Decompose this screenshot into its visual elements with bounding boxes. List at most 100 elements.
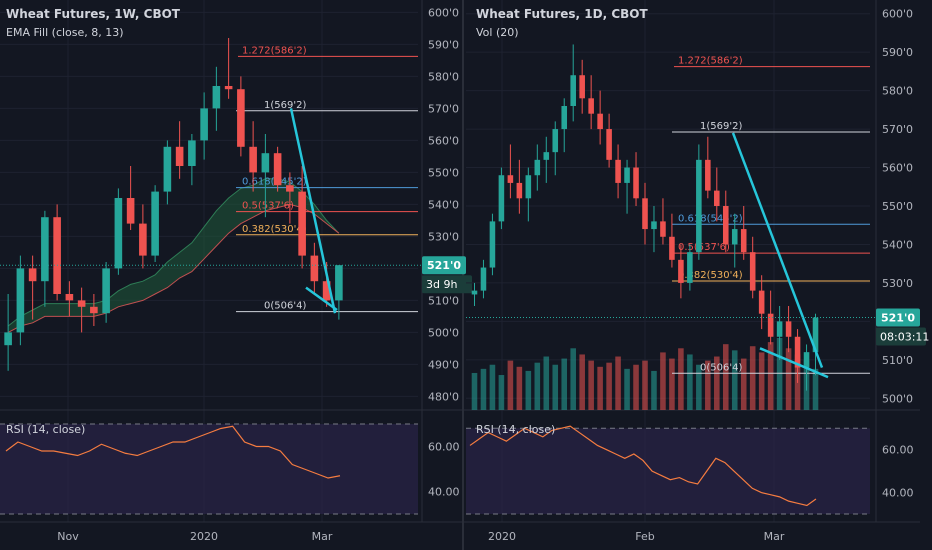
left-price-tick: 500'0 bbox=[428, 326, 459, 339]
right-candle-body bbox=[561, 106, 568, 130]
right-indicator-label: Vol (20) bbox=[476, 26, 519, 39]
left-ema-slow-line bbox=[7, 203, 340, 333]
right-volume-bar bbox=[740, 358, 747, 410]
left-indicator-label: EMA Fill (close, 8, 13) bbox=[6, 26, 124, 39]
left-price-tick: 590'0 bbox=[428, 38, 459, 51]
left-candle-body bbox=[102, 268, 110, 314]
right-candle-body bbox=[543, 152, 550, 160]
right-volume-bar bbox=[714, 356, 720, 410]
left-trendline bbox=[305, 286, 338, 312]
left-candle-body bbox=[224, 86, 233, 90]
left-candle-body bbox=[126, 198, 135, 224]
left-price-tick: 480'0 bbox=[428, 390, 459, 403]
right-candle-body bbox=[794, 336, 801, 368]
left-candle-body bbox=[139, 223, 147, 256]
right-volume-bar bbox=[498, 375, 505, 410]
right-price-tick: 590'0 bbox=[882, 46, 913, 59]
left-price-tick: 570'0 bbox=[428, 102, 459, 115]
left-candle-body bbox=[65, 294, 74, 301]
right-candle-body bbox=[633, 167, 639, 199]
right-rsi-tick: 40.00 bbox=[882, 487, 914, 500]
right-volume-bar bbox=[489, 364, 496, 410]
left-candle-body bbox=[322, 281, 331, 301]
left-fib-label: 0.5(537'6) bbox=[242, 201, 294, 212]
right-volume-bar bbox=[561, 358, 568, 410]
right-volume-bar bbox=[767, 342, 774, 410]
right-rsi-label: RSI (14, close) bbox=[476, 423, 556, 436]
right-rsi-tick: 60.00 bbox=[882, 444, 914, 457]
right-volume-bar bbox=[731, 350, 738, 410]
left-fib-label: 0(506'4) bbox=[264, 301, 306, 312]
right-price-tick: 540'0 bbox=[882, 238, 913, 251]
left-price-tick: 490'0 bbox=[428, 358, 459, 371]
left-price-tick: 580'0 bbox=[428, 70, 459, 83]
left-price-tick: 600'0 bbox=[428, 6, 459, 19]
left-price-tick: 550'0 bbox=[428, 166, 459, 179]
left-price-tag: 521'0 bbox=[427, 259, 461, 272]
right-volume-bar bbox=[588, 360, 594, 410]
left-rsi-band bbox=[0, 424, 418, 514]
left-candle-body bbox=[286, 185, 294, 192]
right-candle-body bbox=[696, 159, 702, 253]
left-candle-body bbox=[53, 217, 61, 294]
right-time-tick: Feb bbox=[635, 530, 654, 543]
right-fib-label: 0.5(537'6) bbox=[678, 242, 730, 253]
left-candle-body bbox=[41, 217, 49, 282]
right-candle-body bbox=[480, 267, 487, 291]
left-time-tick: Mar bbox=[312, 530, 333, 543]
left-candle-body bbox=[200, 108, 208, 141]
left-candle-body bbox=[114, 198, 123, 269]
left-fib-label: 0.382(530'4) bbox=[242, 224, 307, 235]
left-fib-label: 1(569'2) bbox=[264, 100, 306, 111]
left-candle-body bbox=[77, 300, 86, 307]
right-candle-body bbox=[516, 182, 523, 199]
right-volume-bar bbox=[507, 360, 514, 410]
right-volume-bar bbox=[669, 358, 675, 410]
right-volume-bar bbox=[480, 368, 487, 410]
left-countdown: 3d 9h bbox=[426, 278, 457, 291]
right-countdown: 08:03:11 bbox=[880, 331, 929, 344]
left-rsi-tick: 60.00 bbox=[428, 441, 460, 454]
left-fib-label: 1.272(586'2) bbox=[242, 45, 307, 56]
left-candle-body bbox=[273, 153, 282, 186]
right-candle-body bbox=[588, 98, 594, 114]
right-candle-body bbox=[570, 75, 576, 106]
right-volume-bar bbox=[785, 348, 792, 410]
right-candle-body bbox=[525, 175, 532, 199]
right-candle-body bbox=[669, 236, 675, 260]
right-price-tick: 510'0 bbox=[882, 354, 913, 367]
right-candle-body bbox=[606, 129, 612, 160]
left-candle-body bbox=[151, 191, 159, 256]
right-trendline bbox=[731, 132, 824, 368]
right-volume-bar bbox=[525, 370, 532, 410]
left-rsi-label: RSI (14, close) bbox=[6, 423, 86, 436]
left-price-tick: 540'0 bbox=[428, 198, 459, 211]
right-candle-body bbox=[749, 252, 756, 291]
left-trendline bbox=[289, 108, 337, 314]
right-volume-bar bbox=[705, 360, 711, 410]
right-volume-bar bbox=[570, 348, 576, 410]
right-volume-bar bbox=[642, 360, 648, 410]
left-rsi-line bbox=[5, 425, 341, 479]
left-candle-body bbox=[90, 306, 98, 314]
right-candle-body bbox=[722, 206, 729, 245]
right-countdown-bg bbox=[876, 327, 926, 346]
right-time-tick: 2020 bbox=[488, 530, 516, 543]
right-price-tick: 570'0 bbox=[882, 123, 913, 136]
right-volume-bar bbox=[534, 362, 541, 410]
right-candle-body bbox=[803, 352, 810, 368]
right-fib-label: 0(506'4) bbox=[700, 362, 742, 373]
left-price-tick: 560'0 bbox=[428, 134, 459, 147]
right-volume-bar bbox=[597, 366, 603, 410]
left-ema-fill bbox=[8, 178, 339, 333]
right-rsi-band bbox=[466, 428, 870, 514]
right-volume-bar bbox=[776, 338, 783, 410]
right-volume-bar bbox=[749, 346, 756, 410]
right-volume-bar bbox=[812, 368, 819, 410]
left-price-tick: 510'0 bbox=[428, 294, 459, 307]
left-price-tag-bg bbox=[422, 256, 466, 275]
left-candle-body bbox=[188, 140, 196, 166]
right-volume-bar bbox=[687, 354, 693, 410]
right-candle-body bbox=[597, 113, 603, 130]
